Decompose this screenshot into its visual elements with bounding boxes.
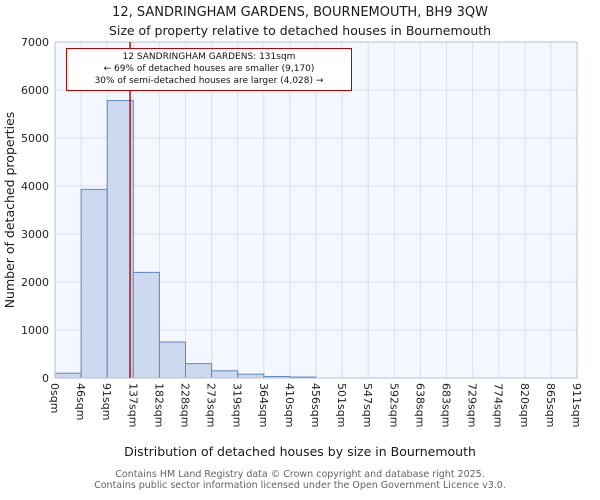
histogram-bar: [211, 370, 239, 379]
x-tick-label: 547sqm: [361, 383, 374, 427]
plot-border: [54, 41, 578, 379]
histogram-bar: [54, 372, 82, 379]
x-tick-label: 729sqm: [466, 383, 479, 427]
x-tick-label: 228sqm: [179, 383, 192, 427]
x-tick-label: 820sqm: [518, 383, 531, 427]
histogram-bar: [132, 271, 160, 379]
x-tick-label: 638sqm: [413, 383, 426, 427]
x-tick-label: 774sqm: [492, 383, 505, 427]
x-tick-label: 137sqm: [126, 383, 139, 427]
x-tick-label: 273sqm: [205, 383, 218, 427]
y-tick-label: 7000: [21, 36, 49, 49]
x-tick-label: 911sqm: [570, 383, 583, 427]
footer-licence: Contains public sector information licen…: [94, 480, 506, 491]
y-axis-label: Number of detached properties: [2, 111, 17, 309]
x-tick-label: 46sqm: [74, 383, 87, 420]
annotation-box: 12 SANDRINGHAM GARDENS: 131sqm ← 69% of …: [66, 48, 352, 91]
histogram-bar: [80, 188, 108, 379]
y-tick-label: 3000: [21, 228, 49, 241]
y-tick-label: 6000: [21, 84, 49, 97]
histogram-bar: [158, 341, 186, 379]
x-tick-label: 91sqm: [100, 383, 113, 420]
chart-subtitle: Size of property relative to detached ho…: [108, 23, 492, 38]
y-tick-label: 2000: [21, 276, 49, 289]
x-tick-label: 865sqm: [544, 383, 557, 427]
annotation-line-property: 12 SANDRINGHAM GARDENS: 131sqm: [122, 52, 296, 62]
x-tick-label: 319sqm: [231, 383, 244, 427]
y-tick-label: 4000: [21, 180, 49, 193]
histogram-plot: 0 1000 2000 3000 4000 5000 6000 7000 0sqm 46sqm 91…: [21, 36, 583, 427]
x-tick-label: 0sqm: [48, 383, 61, 413]
histogram-bar: [237, 373, 265, 379]
x-tick-label: 182sqm: [152, 383, 165, 427]
y-tick-label: 5000: [21, 132, 49, 145]
y-tick-label: 0: [42, 372, 49, 385]
annotation-line-smaller: ← 69% of detached houses are smaller (9,…: [103, 64, 315, 74]
x-tick-label: 592sqm: [387, 383, 400, 427]
histogram-bar: [185, 363, 213, 379]
x-tick-label: 456sqm: [309, 383, 322, 427]
x-tick-label: 410sqm: [283, 383, 296, 427]
annotation-line-larger: 30% of semi-detached houses are larger (…: [94, 76, 324, 86]
y-tick-label: 1000: [21, 324, 49, 337]
x-tick-label: 364sqm: [257, 383, 270, 427]
x-tick-label: 501sqm: [335, 383, 348, 427]
footer-copyright: Contains HM Land Registry data © Crown c…: [115, 469, 485, 480]
chart-title: 12, SANDRINGHAM GARDENS, BOURNEMOUTH, BH…: [112, 5, 488, 20]
x-tick-label: 683sqm: [440, 383, 453, 427]
x-axis-label: Distribution of detached houses by size …: [124, 444, 476, 459]
